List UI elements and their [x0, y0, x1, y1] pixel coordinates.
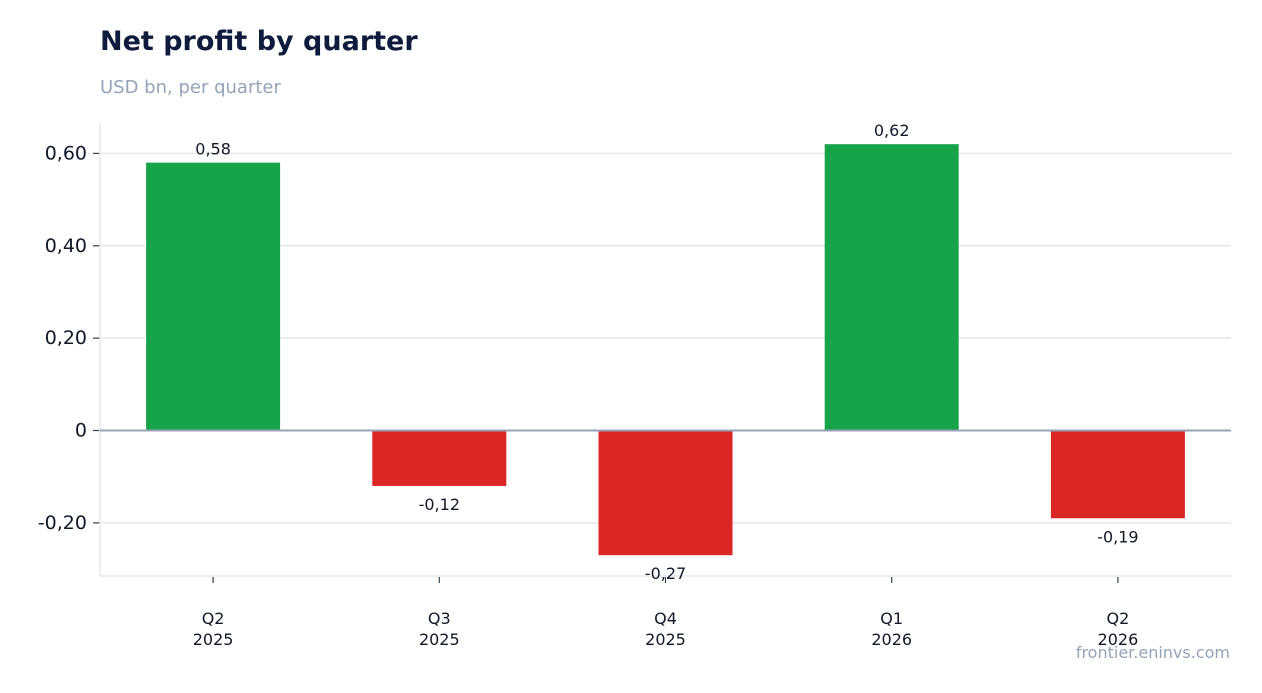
grid-lines: [100, 152, 1231, 524]
y-tick-label: 0,40: [45, 235, 87, 257]
chart-title: Net profit by quarter: [100, 26, 418, 57]
bar-value-label: -0,19: [1097, 527, 1138, 546]
x-tick-label-quarter: Q2: [202, 609, 225, 628]
x-tick-label-year: 2026: [1098, 630, 1139, 649]
bar-0: [146, 162, 281, 431]
x-tick-label-quarter: Q3: [428, 609, 451, 628]
y-tick-label: -0,20: [38, 512, 87, 534]
chart-subtitle: USD bn, per quarter: [100, 77, 281, 98]
x-tick-label-quarter: Q2: [1107, 609, 1130, 628]
bar-value-label: 0,62: [874, 121, 910, 140]
x-tick-label-year: 2026: [871, 630, 912, 649]
x-tick-label-year: 2025: [645, 630, 686, 649]
labels: 0,60 0,40 0,20 0 -0,20 0,58 Q2 2025 -0,12 Q3 2025 -…: [38, 121, 1139, 649]
x-tick-label-year: 2025: [419, 630, 460, 649]
bar-3: [824, 144, 959, 431]
bar-value-label: -0,12: [419, 495, 460, 514]
x-tick-label-year: 2025: [193, 630, 234, 649]
bar-1: [372, 430, 507, 486]
bar-4: [1050, 430, 1185, 519]
axes: [93, 122, 1231, 583]
x-tick-label-quarter: Q4: [654, 609, 677, 628]
x-tick-label-quarter: Q1: [880, 609, 903, 628]
bar-value-label: 0,58: [195, 140, 231, 159]
y-tick-label: 0: [75, 420, 87, 442]
bar-2: [598, 430, 733, 556]
y-tick-label: 0,20: [45, 327, 87, 349]
bars: [146, 144, 1185, 556]
source-credit: frontier.eninvs.com: [1075, 643, 1230, 662]
bar-value-label: -0,27: [645, 564, 686, 583]
y-tick-label: 0,60: [45, 142, 87, 164]
